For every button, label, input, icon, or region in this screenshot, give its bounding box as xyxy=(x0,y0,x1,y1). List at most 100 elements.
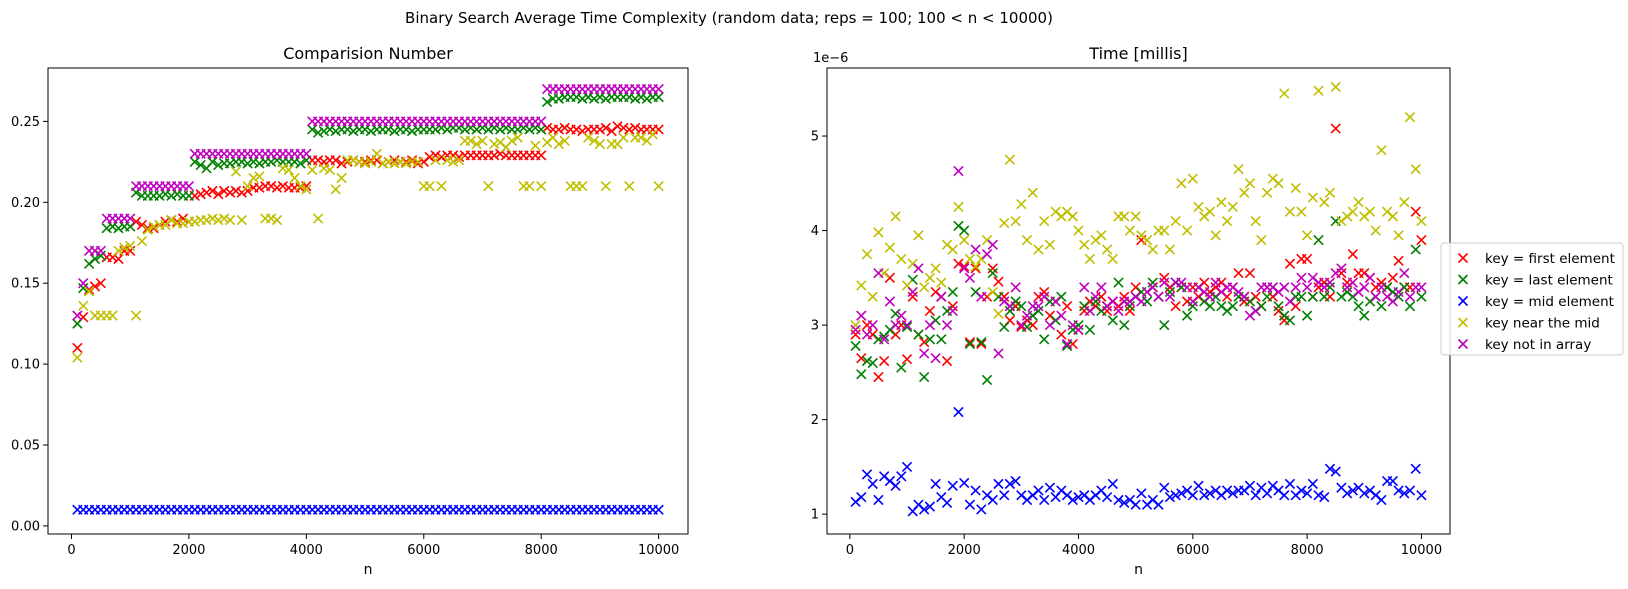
data-point xyxy=(907,286,918,298)
y-tick-label: 1 xyxy=(811,508,819,523)
data-point xyxy=(1227,201,1238,213)
data-point xyxy=(242,158,253,169)
data-point xyxy=(1164,491,1176,503)
data-point xyxy=(242,180,253,192)
data-point xyxy=(901,353,913,365)
data-point xyxy=(189,216,200,227)
data-point xyxy=(959,261,970,272)
x-tick-label: 4000 xyxy=(290,543,323,558)
data-point xyxy=(1159,482,1170,493)
data-point xyxy=(856,353,867,364)
data-point xyxy=(506,135,518,146)
data-point xyxy=(1359,282,1370,293)
data-point xyxy=(1067,211,1078,222)
data-point xyxy=(1004,301,1016,312)
data-point xyxy=(330,155,341,166)
data-point xyxy=(947,244,958,255)
data-point xyxy=(348,155,359,166)
data-point xyxy=(95,278,107,289)
data-point xyxy=(1084,324,1096,335)
data-point xyxy=(1244,178,1256,189)
data-point xyxy=(1347,277,1358,288)
data-point xyxy=(635,91,647,103)
data-point xyxy=(389,125,400,137)
data-point xyxy=(1204,488,1216,499)
data-point xyxy=(365,125,377,137)
data-point xyxy=(896,471,907,482)
data-point xyxy=(987,286,998,298)
data-point xyxy=(1301,253,1313,265)
data-point xyxy=(295,158,306,169)
data-point xyxy=(1250,215,1261,227)
data-point xyxy=(1021,310,1033,321)
data-point xyxy=(1393,230,1404,241)
y-tick-label: 0.25 xyxy=(11,115,40,130)
data-point xyxy=(594,124,606,135)
data-point xyxy=(436,151,447,163)
data-point xyxy=(856,280,867,291)
data-point xyxy=(1039,291,1050,302)
data-point xyxy=(72,310,83,321)
data-point xyxy=(918,348,930,359)
data-point xyxy=(884,296,896,307)
data-point xyxy=(947,286,958,298)
data-point xyxy=(612,121,623,132)
data-point xyxy=(1250,305,1261,317)
data-point xyxy=(301,184,312,195)
data-point xyxy=(959,234,970,246)
data-point xyxy=(1164,244,1176,255)
data-point xyxy=(336,172,347,184)
x-tick-label: 0 xyxy=(67,543,75,558)
data-point xyxy=(1027,319,1038,331)
data-point xyxy=(878,334,890,345)
data-point xyxy=(1061,340,1073,352)
data-point xyxy=(1187,301,1198,312)
data-point xyxy=(1364,206,1376,217)
data-point xyxy=(1187,296,1198,307)
data-point xyxy=(471,138,482,150)
data-point xyxy=(873,267,884,279)
data-point xyxy=(1204,291,1216,302)
data-point xyxy=(166,214,177,226)
series-5 xyxy=(850,165,1427,364)
data-point xyxy=(1376,145,1387,156)
series-4 xyxy=(850,81,1427,331)
data-point xyxy=(1079,282,1090,293)
data-point xyxy=(1124,225,1136,236)
data-point xyxy=(1119,319,1130,331)
data-point xyxy=(1319,197,1330,208)
y-scale-label: 1e−6 xyxy=(813,51,848,66)
data-point xyxy=(142,224,153,235)
data-point xyxy=(483,180,494,192)
data-point xyxy=(1050,296,1061,307)
data-point xyxy=(1410,206,1421,217)
data-point xyxy=(1330,81,1341,93)
data-point xyxy=(553,138,564,150)
data-point xyxy=(901,321,913,333)
data-point xyxy=(918,282,930,293)
data-point xyxy=(1056,310,1067,321)
legend-marker xyxy=(1457,338,1469,350)
data-point xyxy=(213,214,224,226)
data-point xyxy=(896,362,907,373)
data-point xyxy=(101,223,112,234)
data-point xyxy=(524,124,535,135)
data-point xyxy=(850,340,861,352)
data-point xyxy=(1410,163,1421,175)
data-point xyxy=(976,291,987,302)
data-point xyxy=(119,242,130,253)
data-point xyxy=(936,334,947,345)
data-point xyxy=(1176,488,1187,499)
data-point xyxy=(342,124,353,135)
data-point xyxy=(1153,291,1164,302)
data-point xyxy=(195,159,206,171)
data-point xyxy=(512,124,523,135)
data-point xyxy=(442,124,453,135)
data-point xyxy=(624,91,635,103)
data-point xyxy=(953,201,964,213)
data-point xyxy=(1079,239,1090,250)
data-point xyxy=(1039,286,1050,298)
data-point xyxy=(1319,491,1330,503)
data-point xyxy=(1016,319,1027,331)
data-point xyxy=(964,499,976,510)
